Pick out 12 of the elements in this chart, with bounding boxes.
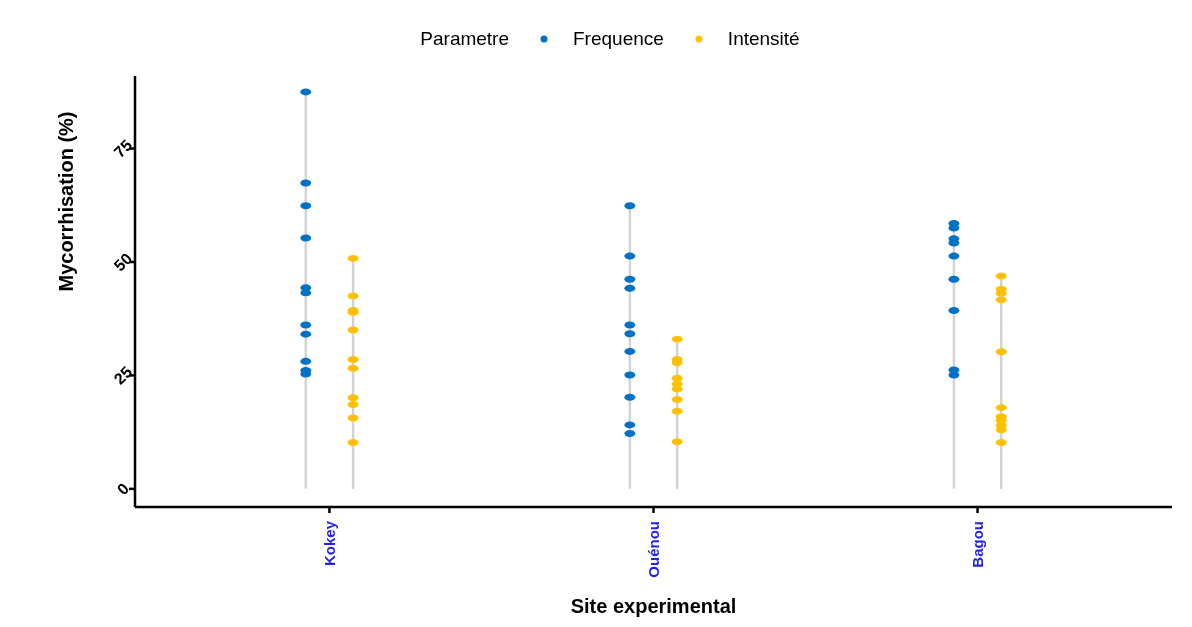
- y-tick-label: 75: [110, 136, 136, 161]
- legend-label: Frequence: [573, 28, 664, 50]
- legend-title: Parametre: [420, 28, 510, 50]
- x-tick-label: Bagou: [969, 521, 987, 568]
- legend-label: Intensité: [727, 28, 800, 50]
- x-tick-label: Ouénou: [645, 521, 662, 578]
- y-axis-title: Mycorrhisation (%): [55, 111, 78, 292]
- y-tick-label: 0: [113, 479, 133, 499]
- x-axis-title: Site experimental: [570, 595, 737, 617]
- x-tick-label: Kokey: [320, 520, 338, 567]
- y-tick-label: 25: [110, 363, 136, 388]
- y-tick-label: 50: [110, 249, 136, 275]
